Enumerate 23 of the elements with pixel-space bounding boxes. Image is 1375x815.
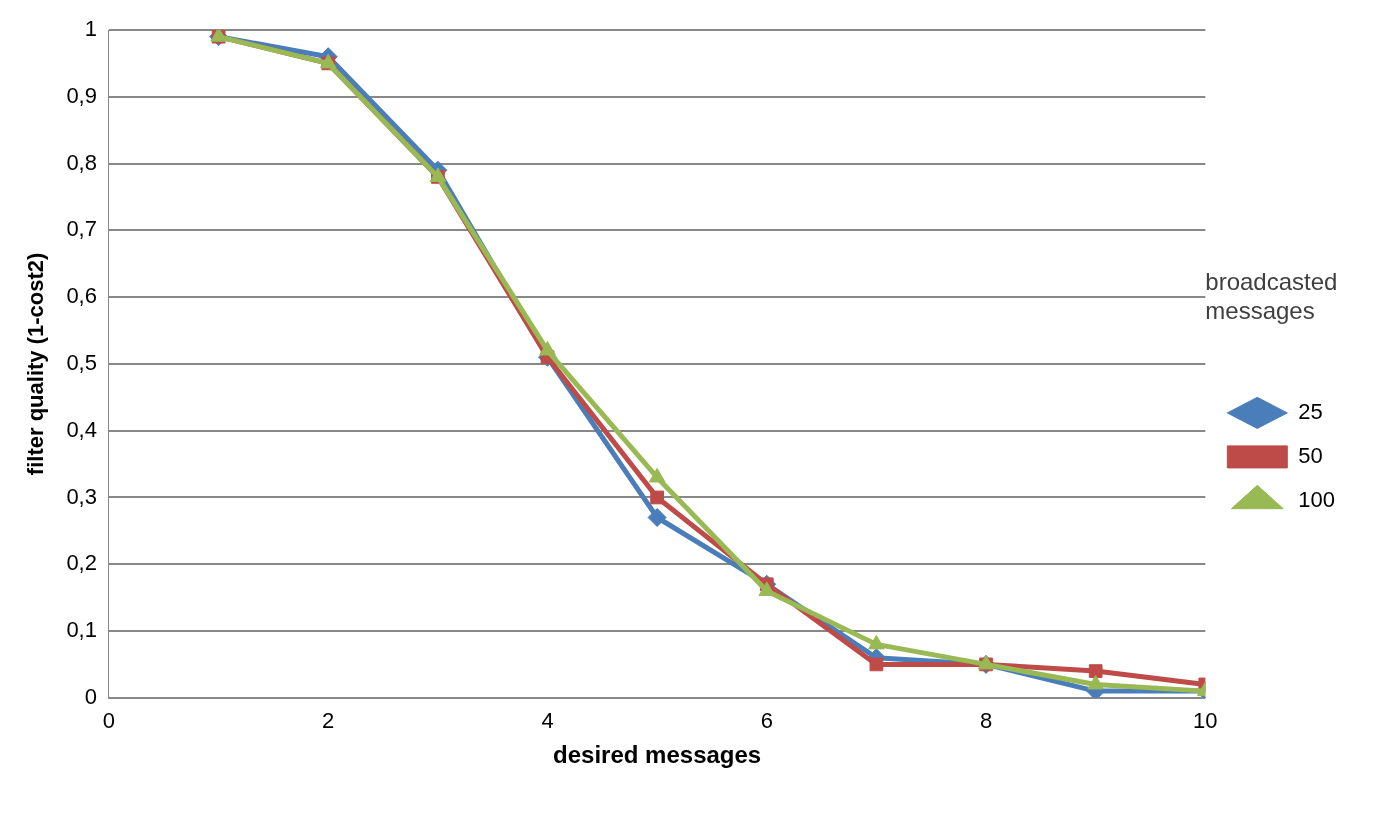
x-tick-label: 0 bbox=[102, 708, 116, 734]
y-axis-title: filter quality (1-cost2) bbox=[23, 252, 49, 476]
legend-label: 50 bbox=[1298, 442, 1323, 468]
y-tick-label: 0,5 bbox=[66, 349, 97, 375]
y-tick-label: 0,4 bbox=[66, 416, 97, 442]
x-tick-label: 10 bbox=[1193, 708, 1218, 734]
legend-label: 100 bbox=[1298, 486, 1336, 512]
legend-label: 25 bbox=[1298, 398, 1323, 424]
y-tick-label: 0,2 bbox=[66, 550, 97, 576]
y-tick-label: 1 bbox=[84, 16, 97, 42]
y-tick-label: 0,9 bbox=[66, 82, 97, 108]
y-tick-label: 0 bbox=[84, 683, 97, 709]
legend-title: broadcasted messages bbox=[1205, 267, 1338, 324]
x-axis-title: desired messages bbox=[553, 741, 762, 769]
y-tick-label: 0,6 bbox=[66, 283, 97, 309]
y-tick-label: 0,7 bbox=[66, 216, 97, 242]
y-tick-label: 0,3 bbox=[66, 483, 97, 509]
x-tick-label: 6 bbox=[760, 708, 773, 734]
y-tick-label: 0,1 bbox=[66, 617, 97, 643]
x-tick-label: 8 bbox=[979, 708, 993, 734]
x-tick-label: 4 bbox=[541, 708, 554, 734]
y-tick-label: 0,8 bbox=[66, 149, 97, 175]
x-tick-label: 2 bbox=[322, 708, 335, 734]
